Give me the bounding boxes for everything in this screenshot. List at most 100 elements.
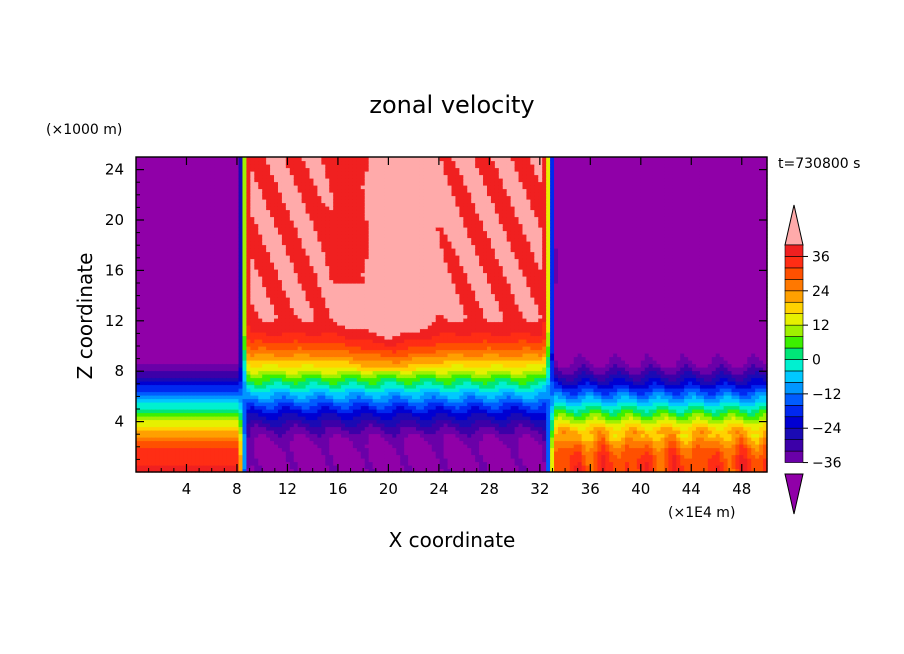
heatmap-cell: [179, 255, 184, 260]
heatmap-cell: [191, 416, 196, 421]
heatmap-cell: [277, 216, 283, 221]
heatmap-cell: [301, 202, 307, 207]
heatmap-cell: [175, 444, 180, 449]
heatmap-cell: [246, 300, 251, 305]
heatmap-cell: [179, 307, 184, 312]
heatmap-cell: [214, 220, 220, 225]
heatmap-cell: [293, 241, 299, 246]
heatmap-cell: [337, 395, 342, 400]
heatmap-cell: [337, 227, 342, 232]
heatmap-cell: [352, 454, 358, 459]
heatmap-cell: [191, 405, 196, 410]
heatmap-cell: [317, 360, 322, 365]
heatmap-cell: [309, 388, 315, 393]
heatmap-cell: [226, 304, 232, 309]
heatmap-cell: [175, 297, 180, 302]
heatmap-cell: [155, 290, 161, 295]
heatmap-cell: [309, 199, 315, 204]
heatmap-cell: [139, 227, 145, 232]
heatmap-cell: [218, 395, 224, 400]
heatmap-cell: [179, 437, 184, 442]
heatmap-cell: [341, 353, 346, 358]
heatmap-cell: [270, 384, 275, 389]
heatmap-cell: [274, 342, 279, 347]
heatmap-cell: [143, 307, 149, 312]
heatmap-cell: [301, 363, 307, 368]
heatmap-cell: [171, 416, 177, 421]
heatmap-cell: [171, 430, 177, 435]
heatmap-cell: [218, 409, 224, 414]
heatmap-cell: [305, 339, 311, 344]
heatmap-cell: [285, 360, 291, 365]
heatmap-cell: [226, 286, 232, 291]
heatmap-cell: [246, 419, 251, 424]
heatmap-cell: [226, 437, 232, 442]
heatmap-cell: [163, 195, 169, 200]
heatmap-cell: [143, 202, 149, 207]
heatmap-cell: [341, 405, 346, 410]
heatmap-cell: [274, 416, 279, 421]
heatmap-cell: [187, 265, 192, 270]
heatmap-cell: [191, 349, 196, 354]
heatmap-cell: [348, 356, 354, 361]
heatmap-cell: [163, 325, 169, 330]
heatmap-cell: [348, 311, 354, 316]
heatmap-cell: [313, 388, 319, 393]
heatmap-cell: [171, 304, 177, 309]
heatmap-cell: [136, 412, 141, 417]
heatmap-cell: [155, 300, 161, 305]
heatmap-cell: [218, 164, 224, 169]
heatmap-cell: [246, 342, 251, 347]
heatmap-cell: [305, 227, 311, 232]
heatmap-cell: [293, 293, 299, 298]
heatmap-cell: [242, 304, 248, 309]
heatmap-cell: [218, 237, 224, 242]
heatmap-cell: [329, 440, 334, 445]
heatmap-cell: [155, 286, 161, 291]
heatmap-cell: [348, 241, 354, 246]
heatmap-cell: [175, 202, 180, 207]
heatmap-cell: [254, 307, 259, 312]
heatmap-cell: [222, 384, 228, 389]
heatmap-cell: [155, 307, 161, 312]
heatmap-cell: [333, 192, 338, 197]
heatmap-cell: [238, 381, 244, 386]
heatmap-cell: [313, 297, 319, 302]
heatmap-cell: [301, 405, 307, 410]
heatmap-cell: [341, 416, 346, 421]
heatmap-cell: [281, 174, 287, 179]
heatmap-cell: [183, 206, 188, 211]
heatmap-cell: [329, 419, 334, 424]
heatmap-cell: [285, 157, 291, 162]
heatmap-cell: [337, 216, 342, 221]
heatmap-cell: [297, 416, 303, 421]
heatmap-cell: [258, 405, 263, 410]
heatmap-cell: [163, 440, 169, 445]
heatmap-cell: [136, 430, 141, 435]
heatmap-cell: [147, 178, 153, 183]
heatmap-cell: [329, 398, 334, 403]
heatmap-cell: [167, 430, 173, 435]
heatmap-cell: [171, 447, 177, 452]
heatmap-cell: [183, 230, 188, 235]
heatmap-cell: [242, 444, 248, 449]
heatmap-cell: [151, 367, 157, 372]
heatmap-cell: [159, 192, 165, 197]
heatmap-cell: [313, 437, 319, 442]
heatmap-cell: [203, 272, 208, 277]
heatmap-cell: [147, 468, 153, 473]
heatmap-cell: [195, 367, 200, 372]
heatmap-cell: [159, 167, 165, 172]
heatmap-cell: [167, 384, 173, 389]
heatmap-cell: [348, 405, 354, 410]
heatmap-cell: [262, 283, 267, 288]
heatmap-cell: [297, 440, 303, 445]
heatmap-cell: [226, 391, 232, 396]
heatmap-cell: [274, 328, 279, 333]
heatmap-cell: [254, 440, 259, 445]
heatmap-cell: [313, 202, 319, 207]
heatmap-cell: [246, 444, 251, 449]
heatmap-cell: [313, 332, 319, 337]
heatmap-cell: [281, 395, 287, 400]
heatmap-cell: [230, 318, 236, 323]
